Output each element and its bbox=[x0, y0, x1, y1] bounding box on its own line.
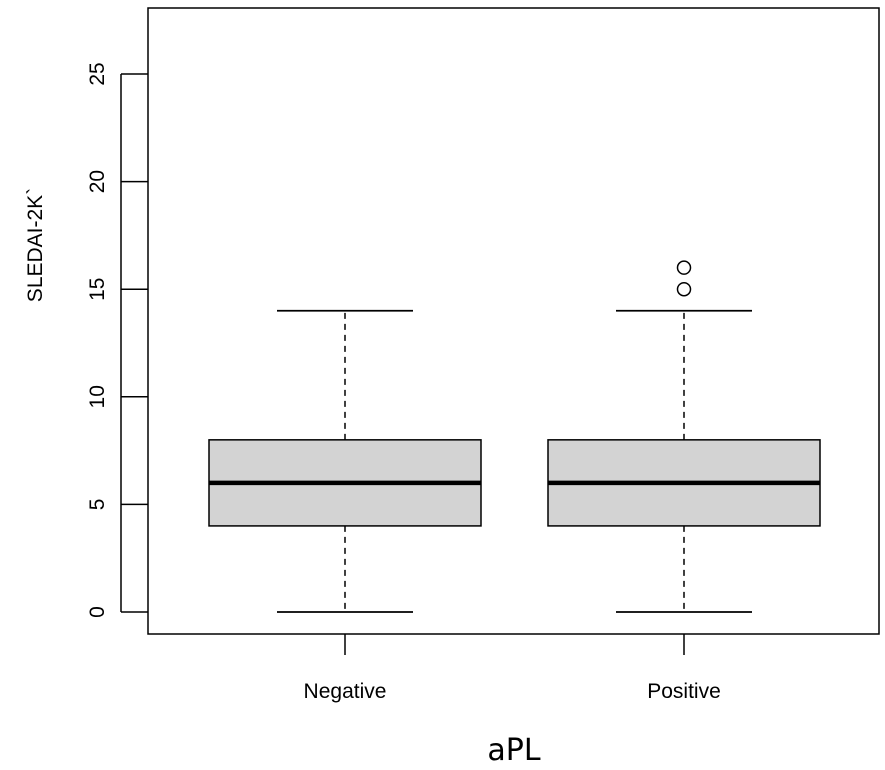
y-tick-label: 10 bbox=[86, 385, 109, 408]
y-axis: 0 5 10 15 20 25 bbox=[86, 62, 148, 618]
box-group-positive bbox=[547, 260, 821, 613]
y-tick-label: 5 bbox=[86, 499, 109, 511]
y-tick-label: 15 bbox=[86, 278, 109, 301]
y-axis-label: SLEDAI-2K` bbox=[24, 188, 47, 302]
y-tick-label: 0 bbox=[86, 606, 109, 618]
plot-frame bbox=[147, 7, 880, 635]
y-tick-label: 25 bbox=[86, 62, 109, 85]
x-axis: Negative Positive bbox=[304, 634, 721, 703]
outlier-point bbox=[676, 260, 692, 275]
x-axis-label: aPL bbox=[487, 733, 540, 768]
outlier-point bbox=[676, 281, 692, 297]
y-tick-label: 20 bbox=[86, 170, 109, 193]
box-group-negative bbox=[208, 309, 482, 613]
x-tick-label-positive: Positive bbox=[647, 680, 721, 703]
x-tick-label-negative: Negative bbox=[304, 680, 387, 703]
chart-marks bbox=[208, 260, 821, 613]
